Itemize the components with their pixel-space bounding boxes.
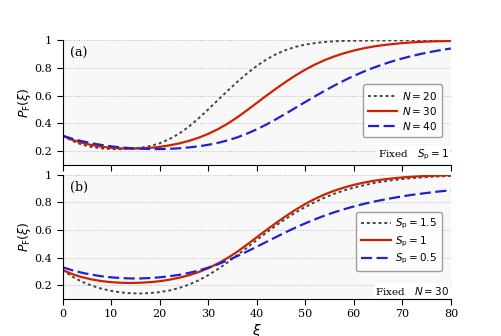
Text: Fixed   $N = 30$: Fixed $N = 30$ xyxy=(375,285,449,297)
Text: Fixed   $S_\mathrm{p} = 1$: Fixed $S_\mathrm{p} = 1$ xyxy=(378,148,449,162)
Legend: $N = 20$, $N = 30$, $N = 40$: $N = 20$, $N = 30$, $N = 40$ xyxy=(363,84,442,137)
Legend: $S_\mathrm{p} = 1.5$, $S_\mathrm{p} = 1$, $S_\mathrm{p} = 0.5$: $S_\mathrm{p} = 1.5$, $S_\mathrm{p} = 1$… xyxy=(356,212,442,271)
Text: (b): (b) xyxy=(70,181,88,194)
X-axis label: $\xi$: $\xi$ xyxy=(252,322,262,336)
Y-axis label: $P_{\mathrm{F}}(\xi)$: $P_{\mathrm{F}}(\xi)$ xyxy=(16,221,33,252)
Text: (a): (a) xyxy=(70,47,88,59)
Y-axis label: $P_{\mathrm{F}}(\xi)$: $P_{\mathrm{F}}(\xi)$ xyxy=(16,87,33,118)
